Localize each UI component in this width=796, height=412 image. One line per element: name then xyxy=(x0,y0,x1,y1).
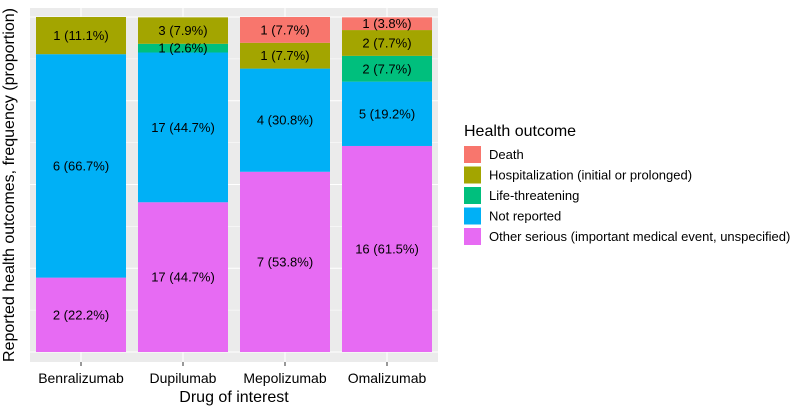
bar-segment xyxy=(240,171,330,352)
bar-value-label: 4 (30.8%) xyxy=(257,113,313,128)
x-tick-label: Dupilumab xyxy=(150,370,217,386)
x-tick-label: Mepolizumab xyxy=(243,370,326,386)
bar-value-label: 17 (44.7%) xyxy=(151,120,215,135)
x-tick-label: Omalizumab xyxy=(348,370,427,386)
legend-key xyxy=(464,207,481,225)
bar-value-label: 2 (7.7%) xyxy=(362,35,411,50)
bar-value-label: 1 (7.7%) xyxy=(260,22,309,37)
bar-value-label: 17 (44.7%) xyxy=(151,270,215,285)
bar-value-label: 5 (19.2%) xyxy=(359,106,415,121)
bar-value-label: 1 (3.8%) xyxy=(362,16,411,31)
legend-title: Health outcome xyxy=(464,123,576,140)
x-axis-ticks: Benralizumab Dupilumab Mepolizumab Omalizum… xyxy=(38,362,426,386)
legend-label: Not reported xyxy=(489,209,561,224)
bar-segment xyxy=(240,68,330,172)
bar-value-label: 16 (61.5%) xyxy=(355,241,419,256)
bar-segment xyxy=(36,277,126,352)
bar-value-label: 3 (7.9%) xyxy=(158,23,207,38)
bar-segment xyxy=(138,52,228,203)
bar-segment xyxy=(342,145,432,352)
bar-segment xyxy=(240,17,330,43)
bar-segment xyxy=(342,30,432,56)
bar-value-label: 1 (7.7%) xyxy=(260,48,309,63)
bar-segment xyxy=(36,17,126,55)
bar-segment xyxy=(138,43,228,53)
bar-value-label: 2 (7.7%) xyxy=(362,61,411,76)
bar-value-label: 1 (2.6%) xyxy=(158,41,207,56)
bar-segment xyxy=(138,17,228,44)
legend-label: Other serious (important medical event, … xyxy=(489,229,790,244)
bar-value-label: 2 (22.2%) xyxy=(53,307,109,322)
bar-segment xyxy=(342,17,432,31)
bar-segment xyxy=(138,202,228,352)
legend: Health outcome Death Hospitalization (ini… xyxy=(464,123,790,245)
bar-segment xyxy=(36,54,126,278)
legend-label: Life-threatening xyxy=(489,188,579,203)
bar-segment xyxy=(342,81,432,146)
bar-segment xyxy=(240,42,330,69)
bars xyxy=(36,17,432,352)
legend-label: Hospitalization (initial or prolonged) xyxy=(489,168,692,183)
y-axis-title: Reported health outcomes, frequency (pro… xyxy=(1,8,18,362)
x-tick-label: Benralizumab xyxy=(38,370,124,386)
bar-value-label: 7 (53.8%) xyxy=(257,254,313,269)
legend-key xyxy=(464,146,481,163)
legend-key xyxy=(464,187,481,204)
bar-value-label: 1 (11.1%) xyxy=(53,28,108,43)
x-axis-title: Drug of interest xyxy=(179,389,289,406)
bar-value-labels: 2 (22.2%) 6 (66.7%) 1 (11.1%) 17 (44.7%) 17 … xyxy=(53,16,419,322)
bar-segment xyxy=(342,55,432,82)
legend-key xyxy=(464,228,481,245)
bar-value-label: 6 (66.7%) xyxy=(53,158,109,173)
legend-label: Death xyxy=(489,147,524,162)
legend-key xyxy=(464,166,481,184)
